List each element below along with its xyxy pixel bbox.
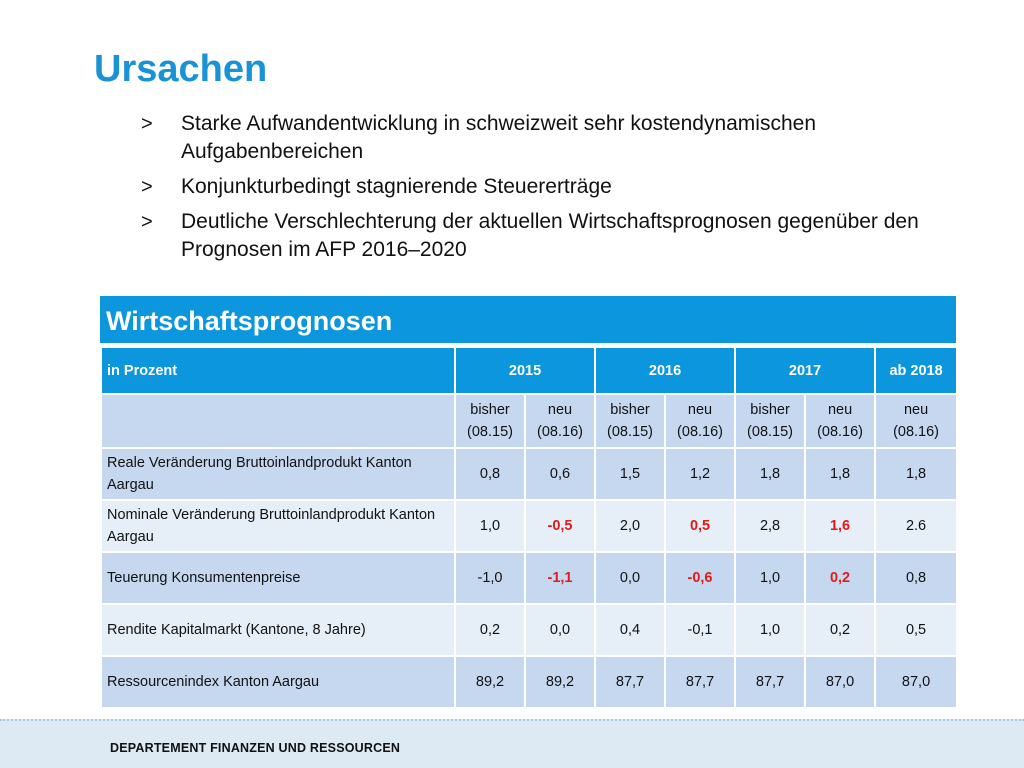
header-year-2015: 2015 [453, 346, 597, 395]
footer-text: DEPARTEMENT FINANZEN UND RESSOURCEN [110, 741, 401, 755]
value-cell: -0,5 [523, 499, 597, 553]
value-cell: -0,1 [664, 603, 737, 657]
row-label: Rendite Kapitalmarkt (Kantone, 8 Jahre) [100, 603, 456, 657]
subheader-cell: neu (08.16) [664, 393, 737, 449]
value-cell: 0,5 [874, 603, 959, 657]
value-cell: 2,8 [734, 499, 807, 553]
table-row: Ressourcenindex Kanton Aargau 89,2 89,2 87,… [100, 655, 959, 709]
subheader-cell: neu (08.16) [874, 393, 959, 449]
header-label: in Prozent [100, 346, 456, 395]
value-cell: 1,8 [874, 447, 959, 501]
subheader-cell: neu (08.16) [523, 393, 597, 449]
table-row: Nominale Veränderung Bruttoinlandprodukt… [100, 499, 959, 553]
value-cell: 0,0 [523, 603, 597, 657]
bullet-text: Konjunkturbedingt stagnierende Steuerert… [181, 175, 612, 198]
row-label: Ressourcenindex Kanton Aargau [100, 655, 456, 709]
forecast-table-container: Wirtschaftsprognosen in Prozent 2015 201… [100, 296, 959, 709]
value-cell: -1,0 [454, 551, 526, 605]
subheader-cell: bisher (08.15) [734, 393, 807, 449]
subheader-cell: bisher (08.15) [594, 393, 667, 449]
page-title: Ursachen [94, 48, 268, 90]
value-cell: 87,0 [804, 655, 877, 709]
forecast-table: in Prozent 2015 2016 2017 ab 2018 bisher… [100, 346, 959, 709]
value-cell: 1,0 [734, 551, 807, 605]
row-label: Nominale Veränderung Bruttoinlandprodukt… [100, 499, 456, 553]
value-cell: 89,2 [523, 655, 597, 709]
value-cell: 87,7 [594, 655, 667, 709]
bullet-text: Deutliche Verschlechterung der aktuellen… [181, 210, 919, 261]
bullet-item: > Konjunkturbedingt stagnierende Steuere… [141, 173, 941, 201]
table-header-row: in Prozent 2015 2016 2017 ab 2018 [100, 346, 959, 395]
bullet-item: > Starke Aufwandentwicklung in schweizwe… [141, 110, 941, 166]
value-cell: 0,0 [594, 551, 667, 605]
bullet-list: > Starke Aufwandentwicklung in schweizwe… [141, 110, 941, 271]
header-year-2017: 2017 [734, 346, 877, 395]
value-cell: 2.6 [874, 499, 959, 553]
value-cell: 1,8 [804, 447, 877, 501]
value-cell: 1,2 [664, 447, 737, 501]
header-year-2018: ab 2018 [874, 346, 959, 395]
table-row: Reale Veränderung Bruttoinlandprodukt Ka… [100, 447, 959, 501]
table-row: Teuerung Konsumentenpreise -1,0 -1,1 0,0 -0,… [100, 551, 959, 605]
bullet-marker: > [141, 113, 153, 135]
footer-band [0, 719, 1024, 768]
value-cell: 0,2 [454, 603, 526, 657]
row-label: Teuerung Konsumentenpreise [100, 551, 456, 605]
value-cell: 87,7 [734, 655, 807, 709]
value-cell: 1,6 [804, 499, 877, 553]
value-cell: 89,2 [454, 655, 526, 709]
bullet-marker: > [141, 211, 153, 233]
bullet-marker: > [141, 176, 153, 198]
value-cell: 0,6 [523, 447, 597, 501]
value-cell: 1,0 [734, 603, 807, 657]
value-cell: 1,5 [594, 447, 667, 501]
value-cell: 0,8 [874, 551, 959, 605]
bullet-text: Starke Aufwandentwicklung in schweizweit… [181, 112, 816, 163]
value-cell: 87,7 [664, 655, 737, 709]
subheader-cell: bisher (08.15) [454, 393, 526, 449]
value-cell: 2,0 [594, 499, 667, 553]
value-cell: 0,8 [454, 447, 526, 501]
value-cell: 0,5 [664, 499, 737, 553]
table-title: Wirtschaftsprognosen [100, 296, 956, 346]
value-cell: 1,0 [454, 499, 526, 553]
value-cell: -0,6 [664, 551, 737, 605]
value-cell: 0,4 [594, 603, 667, 657]
value-cell: 0,2 [804, 603, 877, 657]
value-cell: -1,1 [523, 551, 597, 605]
value-cell: 1,8 [734, 447, 807, 501]
value-cell: 0,2 [804, 551, 877, 605]
subheader-cell: neu (08.16) [804, 393, 877, 449]
table-subheader-row: bisher (08.15) neu (08.16) bisher (08.15) n… [100, 393, 959, 449]
table-row: Rendite Kapitalmarkt (Kantone, 8 Jahre) 0… [100, 603, 959, 657]
bullet-item: > Deutliche Verschlechterung der aktuell… [141, 208, 941, 264]
subheader-empty [100, 393, 456, 449]
value-cell: 87,0 [874, 655, 959, 709]
header-year-2016: 2016 [594, 346, 737, 395]
row-label: Reale Veränderung Bruttoinlandprodukt Ka… [100, 447, 456, 501]
